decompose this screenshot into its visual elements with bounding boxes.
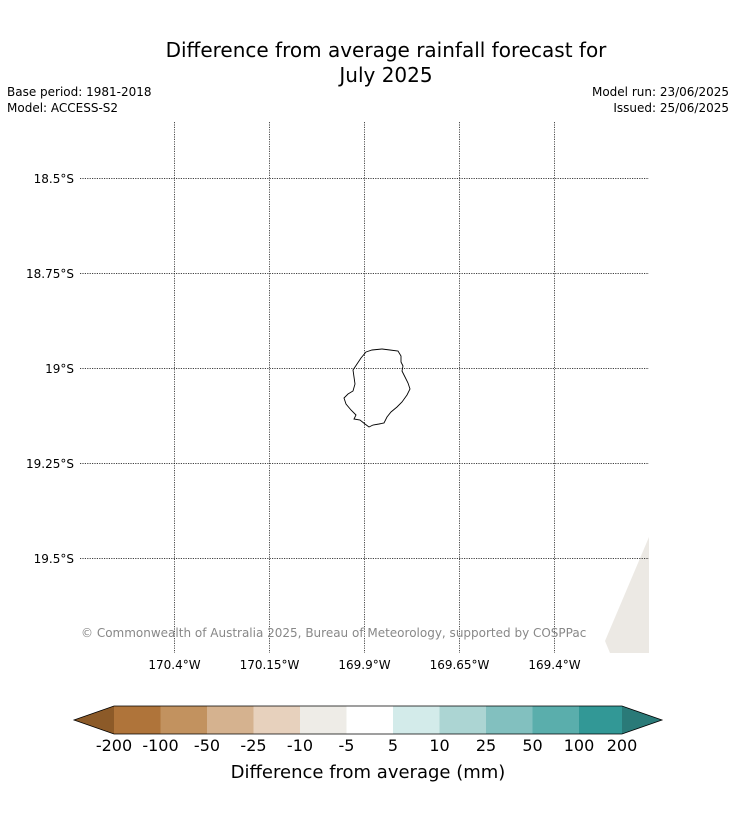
title-line-2: July 2025 (339, 63, 433, 87)
cb-tick-6: 5 (388, 736, 398, 755)
base-period-text: Base period: 1981-2018 (7, 85, 152, 99)
colorbar-segment-9 (532, 706, 579, 734)
cb-tick-4: -10 (287, 736, 313, 755)
colorbar-tick-labels: -200 -100 -50 -25 -10 -5 5 10 25 50 100 … (96, 736, 637, 755)
cb-tick-10: 100 (564, 736, 595, 755)
cb-tick-11: 200 (607, 736, 638, 755)
colorbar-title: Difference from average (mm) (231, 762, 506, 783)
colorbar-outline (72, 705, 664, 735)
cb-tick-0: -200 (96, 736, 132, 755)
colorbar-segments (114, 706, 622, 734)
cb-tick-7: 10 (429, 736, 449, 755)
colorbar-left-extension (74, 706, 114, 734)
longitude-gridlines (174, 122, 555, 653)
colorbar-segment-3 (253, 706, 300, 734)
lat-label-3: 19.25°S (26, 457, 74, 471)
cb-tick-1: -100 (142, 736, 178, 755)
latitude-labels: 18.5°S 18.75°S 19°S 19.25°S 19.5°S (26, 172, 74, 566)
meta-right: Model run: 23/06/2025 Issued: 25/06/2025 (592, 84, 729, 116)
lon-label-2: 169.9°W (338, 658, 390, 672)
map-title: Difference from average rainfall forecas… (0, 38, 736, 88)
colorbar-right-extension (622, 706, 662, 734)
colorbar-segment-2 (207, 706, 254, 734)
colorbar-segment-5 (346, 706, 393, 734)
cb-tick-2: -50 (194, 736, 220, 755)
cb-tick-8: 25 (476, 736, 496, 755)
colorbar-segment-8 (486, 706, 533, 734)
lat-label-1: 18.75°S (26, 267, 74, 281)
colorbar: -200 -100 -50 -25 -10 -5 5 10 25 50 100 … (72, 705, 664, 783)
longitude-labels: 170.4°W 170.15°W 169.9°W 169.65°W 169.4°… (148, 658, 580, 672)
cb-tick-9: 50 (522, 736, 542, 755)
colorbar-segment-6 (393, 706, 440, 734)
cb-tick-3: -25 (240, 736, 266, 755)
lat-label-0: 18.5°S (34, 172, 74, 186)
title-line-1: Difference from average rainfall forecas… (165, 38, 607, 62)
niue-island-coastline (343, 348, 411, 428)
lat-label-4: 19.5°S (34, 552, 74, 566)
lon-label-0: 170.4°W (148, 658, 200, 672)
cb-tick-5: -5 (339, 736, 355, 755)
model-run-text: Model run: 23/06/2025 (591, 85, 729, 99)
colorbar-segment-7 (439, 706, 486, 734)
colorbar-segment-0 (114, 706, 161, 734)
lon-label-1: 170.15°W (240, 658, 300, 672)
forecast-fill-region (605, 537, 649, 653)
colorbar-segment-4 (300, 706, 347, 734)
meta-left: Base period: 1981-2018 Model: ACCESS-S2 (7, 84, 152, 116)
lon-label-4: 169.4°W (528, 658, 580, 672)
model-text: Model: ACCESS-S2 (7, 101, 119, 115)
issued-text: Issued: 25/06/2025 (613, 101, 729, 115)
lat-label-2: 19°S (45, 362, 74, 376)
map-area: © Commonwealth of Australia 2025, Bureau… (80, 122, 649, 653)
lon-label-3: 169.65°W (430, 658, 490, 672)
copyright-text: © Commonwealth of Australia 2025, Bureau… (81, 626, 586, 640)
colorbar-segment-1 (160, 706, 207, 734)
colorbar-segment-10 (579, 706, 622, 734)
